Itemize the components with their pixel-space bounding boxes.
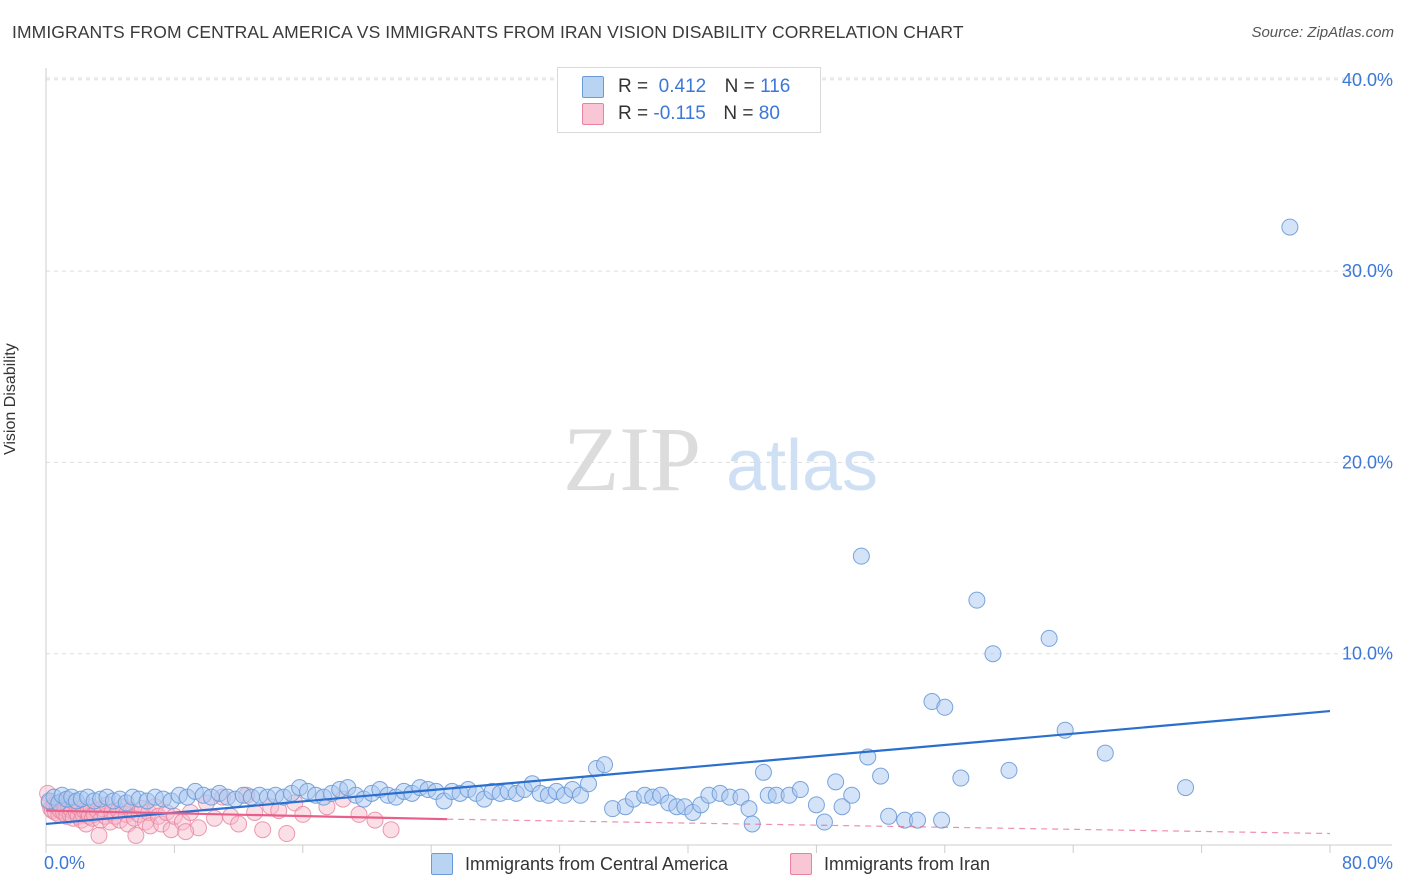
central-america-point: [1177, 779, 1195, 797]
legend-item-central-america: Immigrants from Central America: [431, 851, 728, 877]
iran-point: [230, 815, 248, 833]
iran-point: [366, 811, 384, 829]
legend-n-label: N =: [724, 76, 755, 97]
watermark: ZIP atlas: [563, 408, 878, 510]
x-tick-label: 0.0%: [44, 853, 85, 873]
pink-swatch: [790, 853, 812, 875]
central-america-point: [880, 807, 898, 825]
central-america-point: [1281, 218, 1299, 236]
legend-item-iran: Immigrants from Iran: [790, 851, 990, 877]
legend-n-label: N =: [723, 103, 754, 124]
iran-point: [206, 809, 224, 827]
central-america-point: [754, 763, 772, 781]
iran-point: [278, 825, 296, 843]
iran-point: [350, 805, 368, 823]
central-america-point: [984, 645, 1002, 663]
pink-swatch: [582, 103, 604, 125]
iran-point: [294, 805, 312, 823]
central-america-point: [872, 767, 890, 785]
central-america-point: [843, 786, 861, 804]
iran-point: [254, 821, 272, 839]
iran-point: [382, 821, 400, 839]
central-america-point: [827, 773, 845, 791]
legend-n-value: 116: [760, 76, 791, 97]
central-america-points: [40, 218, 1299, 833]
source-label: Source: ZipAtlas.com: [1251, 24, 1394, 41]
legend-label: Immigrants from Iran: [824, 853, 991, 874]
central-america-point: [596, 756, 614, 774]
watermark-zip: ZIP: [563, 408, 701, 510]
iran-point: [189, 819, 207, 837]
central-america-point: [952, 769, 970, 787]
central-america-point: [968, 591, 986, 609]
central-america-trend-line: [45, 709, 1331, 826]
central-america-point: [1000, 761, 1018, 779]
blue-swatch: [582, 76, 604, 98]
legend-n-value: 80: [758, 103, 780, 124]
trend-lines: [45, 709, 1331, 835]
central-america-point: [852, 547, 870, 565]
axes: [45, 68, 1392, 853]
central-america-point: [936, 698, 954, 716]
iran-point: [177, 823, 195, 841]
legend-row-iran: R = -0.115 N = 80: [582, 101, 780, 127]
watermark-atlas: atlas: [726, 426, 878, 506]
central-america-point: [807, 796, 825, 814]
central-america-point: [740, 800, 758, 818]
iran-point: [90, 826, 108, 844]
x-tick-label: 80.0%: [1342, 853, 1393, 873]
iran-trend-line-extrapolated: [447, 818, 1331, 835]
legend-row-central-america: R = 0.412 N = 116: [582, 74, 790, 100]
y-tick-label: 20.0%: [1342, 452, 1393, 472]
y-tick-label: 10.0%: [1342, 644, 1393, 664]
iran-trend-line: [45, 809, 448, 821]
y-tick-label: 40.0%: [1342, 70, 1393, 90]
y-tick-label: 30.0%: [1342, 261, 1393, 281]
chart-title: IMMIGRANTS FROM CENTRAL AMERICA VS IMMIG…: [12, 22, 964, 42]
tick-labels: 10.0% 20.0% 30.0% 40.0% 0.0% 80.0%: [44, 70, 1393, 873]
legend-r-value: -0.115: [653, 103, 706, 124]
central-america-point: [933, 811, 951, 829]
blue-swatch: [431, 853, 453, 875]
gridlines: [46, 77, 1392, 655]
central-america-point: [1096, 744, 1114, 762]
central-america-point: [833, 798, 851, 816]
correlation-legend: R = 0.412 N = 116 R = -0.115 N = 80: [557, 67, 821, 133]
central-america-point: [1040, 629, 1058, 647]
iran-point: [127, 826, 145, 844]
legend-r-value: 0.412: [658, 76, 707, 97]
central-america-point: [791, 781, 809, 799]
central-america-point: [909, 811, 927, 829]
legend-r-label: R =: [618, 76, 649, 97]
central-america-point: [579, 775, 597, 793]
legend-r-label: R =: [618, 103, 649, 124]
central-america-point: [815, 813, 833, 831]
legend-label: Immigrants from Central America: [465, 853, 729, 874]
